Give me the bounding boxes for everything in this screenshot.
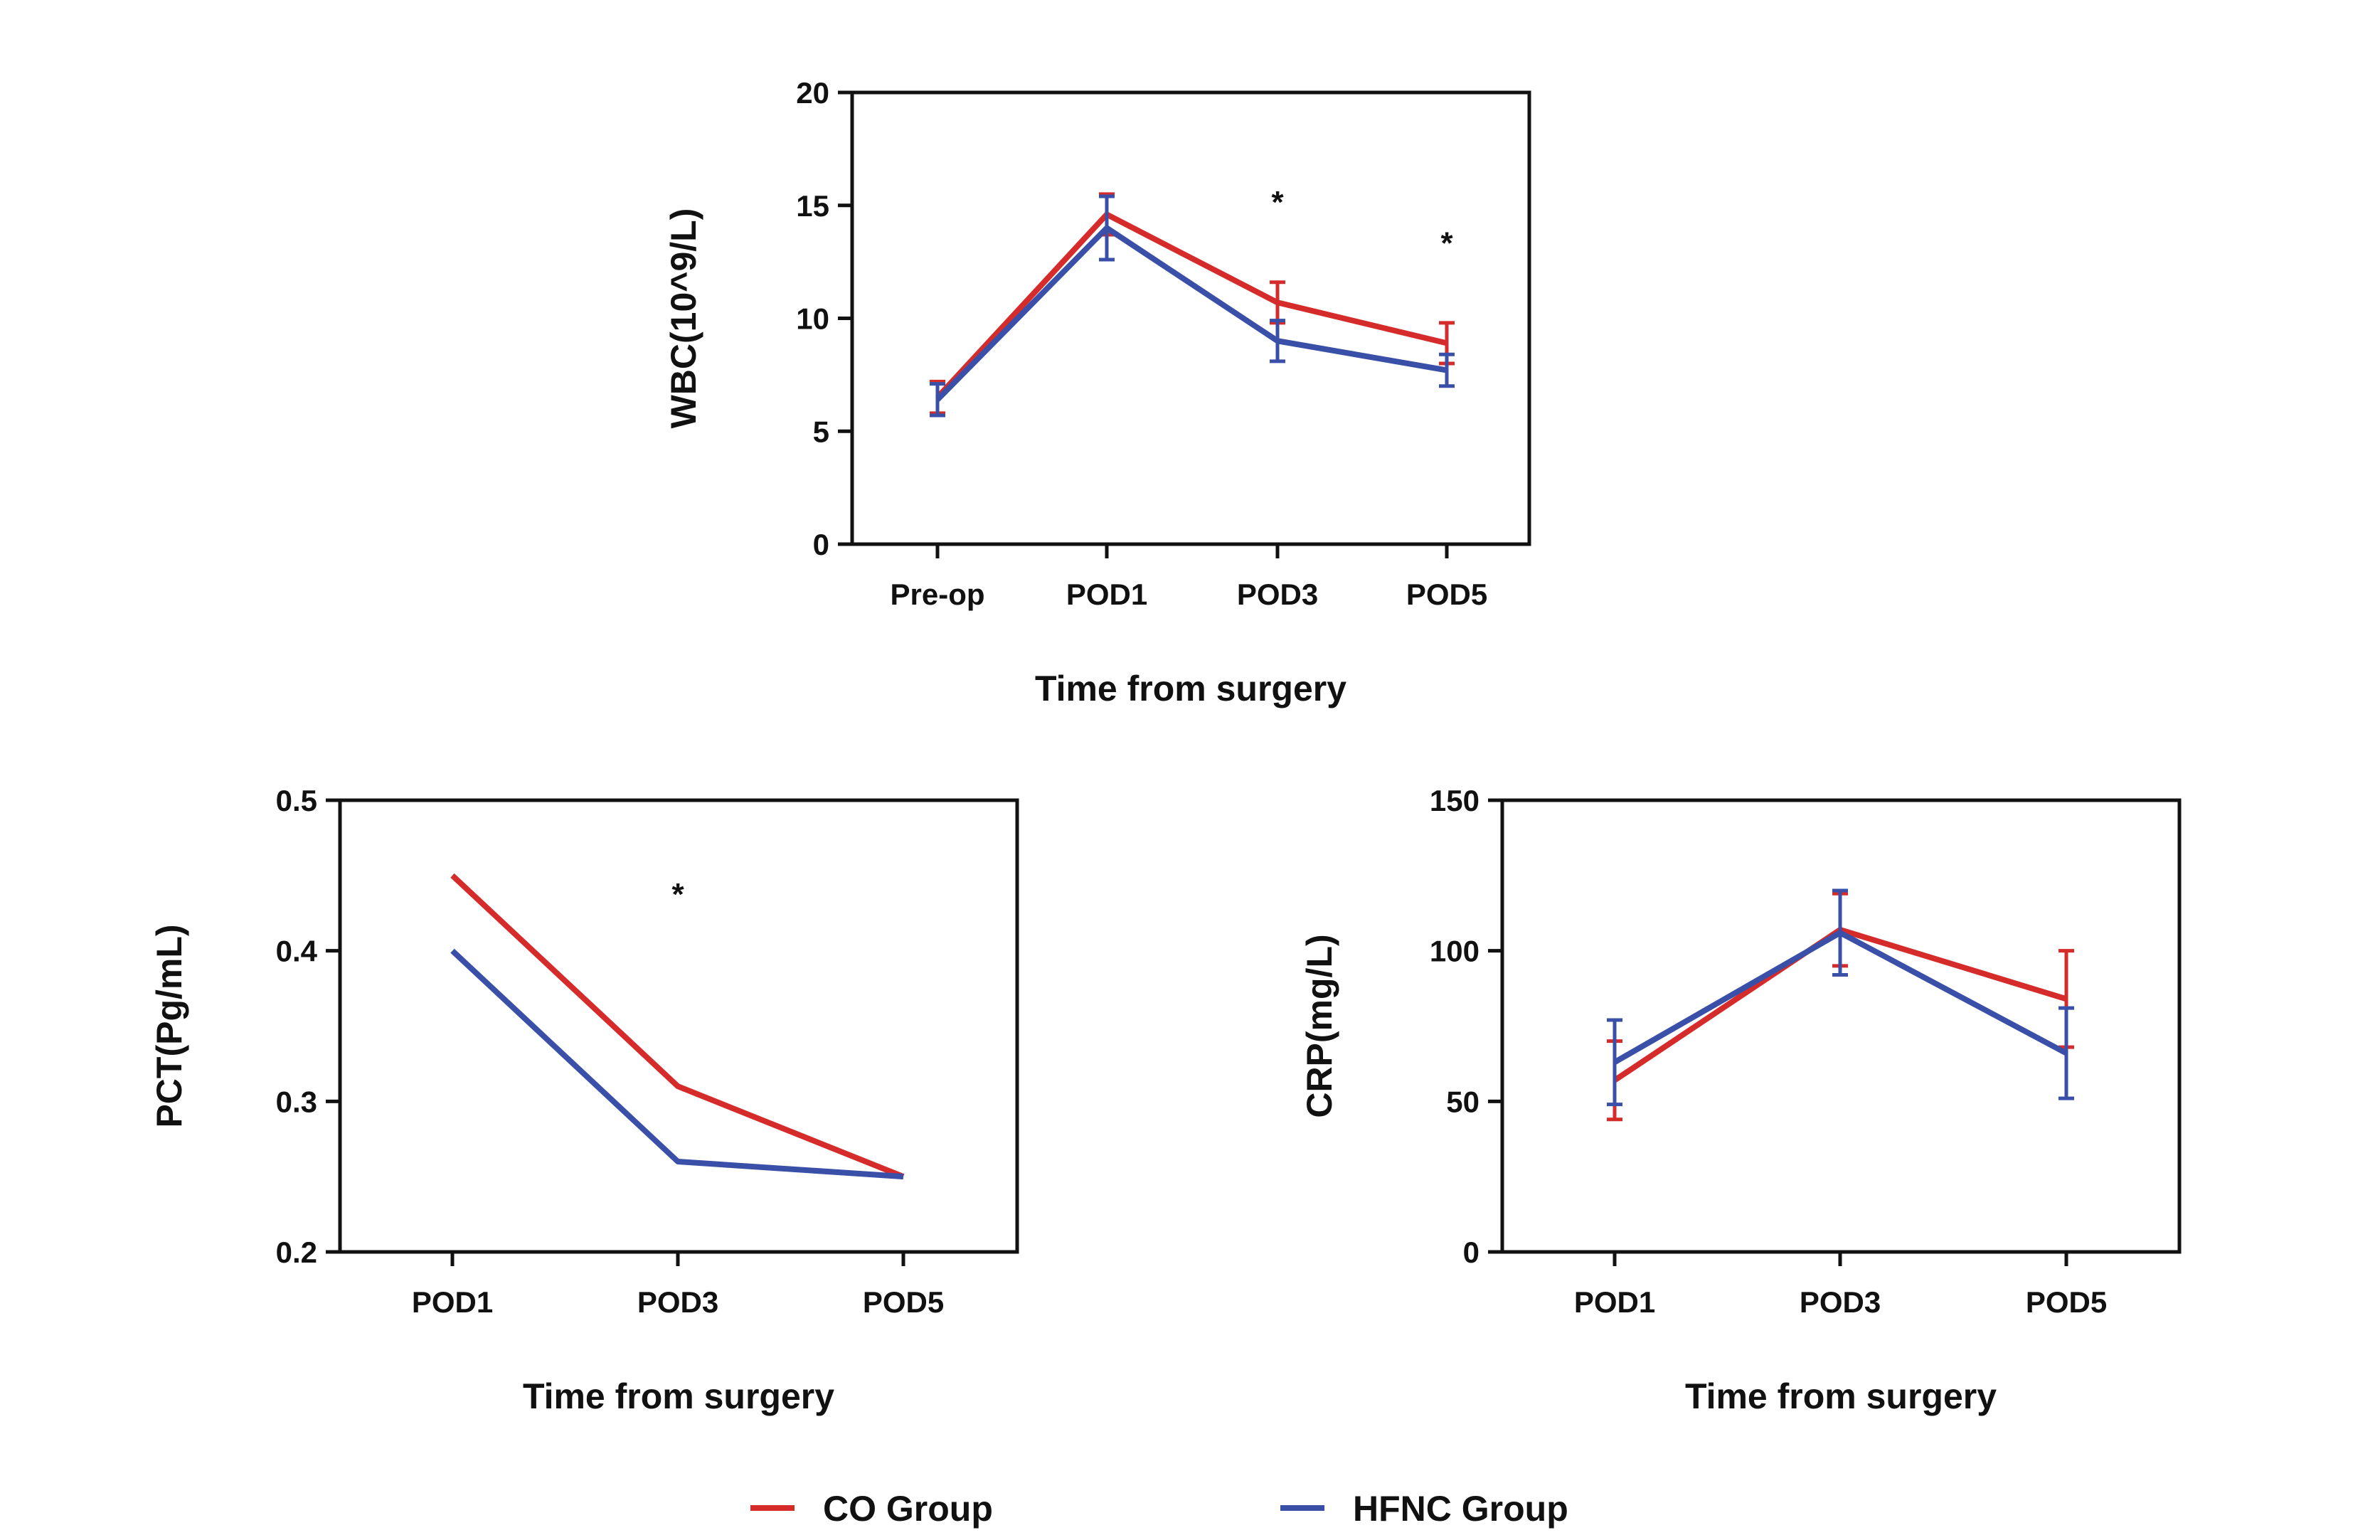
pct-plot-frame bbox=[338, 798, 1019, 1254]
wbc-series-co bbox=[930, 192, 1455, 415]
wbc-y-tick-label: 10 bbox=[796, 302, 829, 336]
pct-significance-mark: * bbox=[671, 877, 684, 912]
pct-co-line bbox=[450, 873, 905, 1179]
crp-y-tick-label: 100 bbox=[1430, 935, 1479, 968]
legend: CO Group HFNC Group bbox=[750, 1489, 1568, 1529]
pct-y-tick-label: 0.5 bbox=[276, 784, 317, 817]
crp-x-tick-label: POD3 bbox=[1800, 1285, 1881, 1319]
legend-label-co: CO Group bbox=[823, 1489, 993, 1529]
wbc-hfnc-error-bar bbox=[1099, 194, 1115, 262]
wbc-chart: 0 5 10 15 20 Pre-op POD1 POD3 POD5 Time from surg… bbox=[664, 76, 1531, 708]
crp-y-axis-title: CRP(mg/L) bbox=[1300, 934, 1339, 1117]
wbc-x-tick-label: Pre-op bbox=[890, 578, 984, 611]
legend-label-hfnc: HFNC Group bbox=[1353, 1489, 1568, 1529]
wbc-x-tick-label: POD1 bbox=[1066, 578, 1147, 611]
pct-x-axis-title: Time from surgery bbox=[523, 1376, 834, 1416]
pct-hfnc-line bbox=[450, 948, 904, 1180]
wbc-y-tick-label: 5 bbox=[813, 415, 829, 448]
pct-y-tick-label: 0.3 bbox=[276, 1085, 317, 1118]
pct-series-co bbox=[450, 873, 905, 1179]
wbc-co-line bbox=[935, 211, 1447, 400]
crp-hfnc-error-bar bbox=[2058, 1006, 2074, 1100]
wbc-significance-mark: * bbox=[1440, 225, 1453, 260]
crp-y-tick-label: 150 bbox=[1430, 784, 1479, 817]
pct-x-tick-label: POD3 bbox=[637, 1285, 718, 1319]
wbc-significance-mark: * bbox=[1271, 185, 1284, 220]
crp-chart: 0 50 100 150 POD1 POD3 POD5 Time from surgery CR… bbox=[1300, 784, 2182, 1416]
crp-x-axis-title: Time from surgery bbox=[1685, 1376, 1997, 1416]
wbc-y-axis-title: WBC(10^9/L) bbox=[664, 208, 703, 429]
crp-y-tick-label: 0 bbox=[1463, 1236, 1479, 1269]
crp-series-hfnc bbox=[1607, 888, 2074, 1107]
wbc-hfnc-error-bar bbox=[1270, 319, 1285, 363]
wbc-x-tick-label: POD5 bbox=[1406, 578, 1487, 611]
wbc-x-tick-label: POD3 bbox=[1237, 578, 1318, 611]
legend-item-co: CO Group bbox=[750, 1489, 993, 1529]
wbc-hfnc-line bbox=[935, 225, 1447, 402]
crp-plot-frame bbox=[1500, 798, 2182, 1254]
pct-y-tick-label: 0.4 bbox=[276, 935, 318, 968]
crp-hfnc-error-bar bbox=[1607, 1018, 1622, 1107]
wbc-x-axis-title: Time from surgery bbox=[1035, 669, 1346, 708]
crp-x-tick-label: POD5 bbox=[2026, 1285, 2107, 1319]
pct-y-axis-title: PCT(Pg/mL) bbox=[149, 924, 189, 1127]
crp-x-tick-label: POD1 bbox=[1574, 1285, 1655, 1319]
crp-y-tick-label: 50 bbox=[1446, 1085, 1479, 1118]
wbc-y-tick-label: 20 bbox=[796, 76, 829, 110]
wbc-plot-frame bbox=[850, 90, 1531, 546]
wbc-y-tick-label: 0 bbox=[813, 528, 829, 561]
wbc-y-tick-label: 15 bbox=[796, 189, 829, 223]
wbc-hfnc-error-bar bbox=[1439, 352, 1455, 388]
crp-hfnc-error-bar bbox=[1832, 888, 1848, 977]
pct-series-hfnc bbox=[450, 948, 904, 1180]
wbc-hfnc-error-bar bbox=[930, 382, 945, 418]
pct-x-tick-label: POD1 bbox=[412, 1285, 493, 1319]
wbc-series-hfnc bbox=[930, 194, 1455, 418]
legend-item-hfnc: HFNC Group bbox=[1280, 1489, 1568, 1529]
pct-chart: 0.2 0.3 0.4 0.5 POD1 POD3 POD5 Time from surger… bbox=[149, 784, 1019, 1416]
pct-x-tick-label: POD5 bbox=[863, 1285, 944, 1319]
pct-y-tick-label: 0.2 bbox=[276, 1236, 317, 1269]
